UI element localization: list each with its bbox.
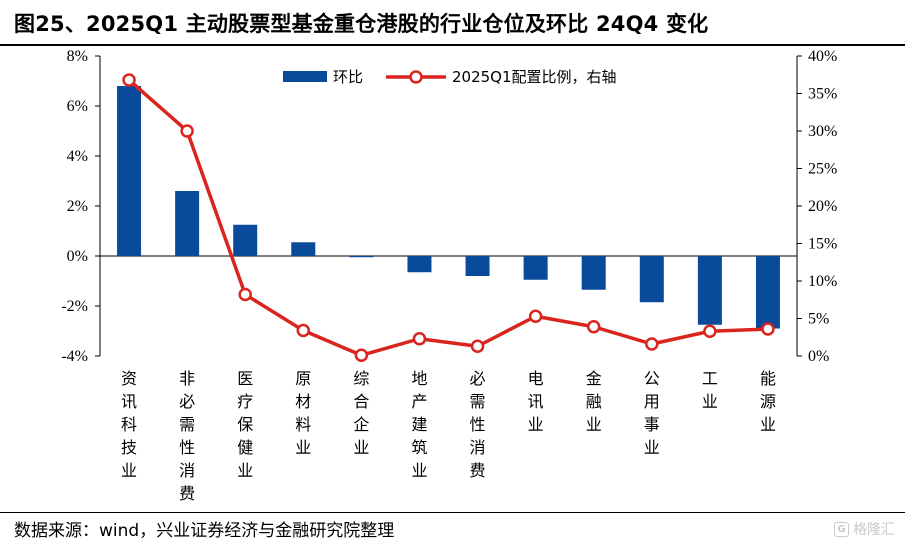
legend-line-label: 2025Q1配置比例，右轴 <box>452 68 617 86</box>
category-label-9: 金融业 <box>586 369 602 434</box>
ratio-point-3 <box>238 287 252 302</box>
category-label-10: 公用事业 <box>644 369 660 457</box>
bar-4 <box>291 242 316 256</box>
right-tick-label: 20% <box>808 198 837 215</box>
right-tick-label: 5% <box>808 311 829 328</box>
category-label-6: 地产建筑业 <box>411 369 427 480</box>
legend-line-marker <box>409 70 423 84</box>
right-tick-label: 35% <box>808 86 837 103</box>
category-label-11: 工业 <box>702 369 718 411</box>
bar-5 <box>349 256 374 258</box>
category-label-1: 资讯科技业 <box>121 369 137 480</box>
ratio-point-5 <box>354 348 369 362</box>
ratio-point-7 <box>470 339 485 353</box>
right-tick-label: 40% <box>808 48 837 65</box>
bar-3 <box>233 224 258 256</box>
ratio-point-11 <box>703 324 717 338</box>
legend-bar-swatch <box>283 71 327 82</box>
right-tick-label: 10% <box>808 273 837 290</box>
right-tick-label: 15% <box>808 236 837 253</box>
right-tick-label: 25% <box>808 161 837 178</box>
ratio-point-6 <box>412 332 427 346</box>
left-tick-label: -2% <box>61 298 88 315</box>
bar-9 <box>581 256 606 290</box>
bar-1 <box>117 86 142 256</box>
chart: -4% -2% 0% 2% 4% 6% 8% 0% 5% 10% 15% 20% 25% 30% 35% 40… <box>61 48 837 503</box>
bar-2 <box>175 191 200 256</box>
left-tick-label: 2% <box>67 198 88 215</box>
footer-divider <box>0 512 905 513</box>
watermark-logo-icon: G <box>834 521 849 537</box>
right-tick-label: 30% <box>808 123 837 140</box>
category-label-4: 原材料业 <box>295 369 311 457</box>
watermark: G 格隆汇 <box>834 519 895 539</box>
bar-10 <box>639 256 664 303</box>
ratio-line <box>127 78 769 357</box>
ratio-point-12 <box>761 322 775 336</box>
left-tick-label: 6% <box>67 98 88 115</box>
category-label-5: 综合企业 <box>353 369 369 457</box>
title-bar: 图25、2025Q1 主动股票型基金重仓港股的行业仓位及环比 24Q4 变化 <box>0 0 905 46</box>
category-label-2: 非必需性消费 <box>179 369 195 503</box>
watermark-text: 格隆汇 <box>853 522 895 538</box>
ratio-point-4 <box>296 323 311 338</box>
category-label-7: 必需性消费 <box>470 369 486 480</box>
bar-7 <box>465 256 490 276</box>
left-tick-label: 8% <box>67 48 88 65</box>
bar-8 <box>523 256 548 280</box>
chart-title: 图25、2025Q1 主动股票型基金重仓港股的行业仓位及环比 24Q4 变化 <box>14 12 709 36</box>
category-label-3: 医疗保健业 <box>237 369 253 480</box>
left-tick-label: -4% <box>61 348 88 365</box>
ratio-point-1 <box>122 73 136 87</box>
ratio-point-8 <box>528 309 543 323</box>
left-tick-label: 0% <box>67 248 88 265</box>
category-label-8: 电讯业 <box>528 369 544 434</box>
legend-bar-label: 环比 <box>333 68 363 86</box>
bar-11 <box>697 256 722 325</box>
right-tick-label: 0% <box>808 348 829 365</box>
source-note: 数据来源：wind，兴业证券经济与金融研究院整理 <box>14 521 395 541</box>
left-tick-label: 4% <box>67 148 88 165</box>
ratio-point-9 <box>586 320 601 334</box>
ratio-point-2 <box>180 124 194 138</box>
category-label-12: 能源业 <box>760 369 776 434</box>
bar-12 <box>755 256 780 329</box>
bar-6 <box>407 256 432 273</box>
ratio-point-10 <box>645 337 659 351</box>
